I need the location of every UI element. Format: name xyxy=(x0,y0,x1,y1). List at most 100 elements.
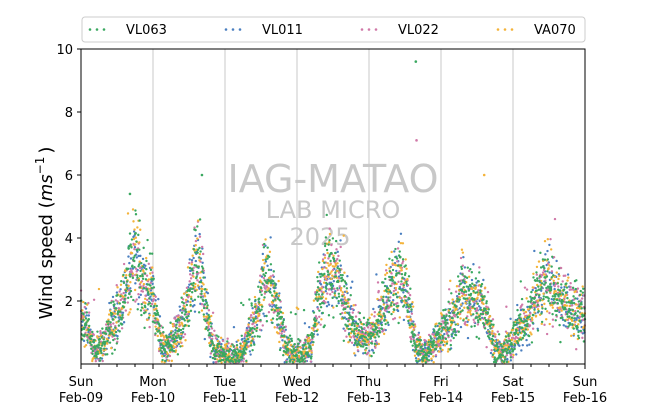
data-point xyxy=(129,281,132,284)
data-point xyxy=(117,307,121,310)
data-point xyxy=(463,294,467,297)
data-point xyxy=(185,315,188,319)
data-point xyxy=(548,264,551,267)
data-point xyxy=(370,342,374,345)
data-point xyxy=(241,337,244,341)
data-point xyxy=(289,358,292,361)
data-point xyxy=(257,285,260,288)
data-point xyxy=(111,352,114,355)
data-point xyxy=(133,228,136,231)
data-point xyxy=(332,257,336,261)
data-point xyxy=(209,334,212,337)
data-point xyxy=(415,139,418,142)
data-point xyxy=(136,276,139,279)
data-point xyxy=(150,276,153,279)
data-point xyxy=(378,311,381,314)
data-point xyxy=(482,173,486,177)
data-point xyxy=(382,295,385,299)
data-point xyxy=(200,285,203,288)
data-point xyxy=(540,320,544,324)
data-point xyxy=(565,304,569,307)
data-point xyxy=(581,336,584,340)
data-point xyxy=(538,275,541,278)
data-point xyxy=(85,323,88,327)
data-point xyxy=(350,323,354,327)
data-point xyxy=(206,291,210,295)
data-point xyxy=(557,285,560,288)
data-point xyxy=(154,295,157,298)
data-point xyxy=(475,291,479,294)
data-point xyxy=(330,286,334,289)
data-point xyxy=(531,296,534,300)
data-point xyxy=(363,326,366,330)
data-point xyxy=(96,352,100,355)
data-point xyxy=(532,272,535,275)
data-point xyxy=(241,357,244,360)
data-point xyxy=(478,271,481,274)
data-point xyxy=(251,311,255,314)
data-point xyxy=(311,343,314,347)
data-point xyxy=(410,308,413,311)
data-point xyxy=(432,355,435,358)
data-point xyxy=(118,330,121,333)
data-point xyxy=(136,274,139,277)
data-point xyxy=(562,288,566,291)
data-point xyxy=(438,339,441,342)
data-point xyxy=(261,258,265,262)
data-point xyxy=(115,321,118,324)
data-point xyxy=(170,345,173,349)
data-point xyxy=(218,354,222,357)
data-point xyxy=(339,239,342,242)
data-point xyxy=(138,283,142,286)
data-point xyxy=(363,340,367,343)
data-point xyxy=(375,273,378,276)
data-point xyxy=(275,318,279,321)
data-point xyxy=(284,328,287,332)
data-point xyxy=(530,299,533,302)
data-point xyxy=(543,323,546,327)
data-point xyxy=(261,269,265,272)
data-point xyxy=(291,345,294,348)
data-point xyxy=(400,299,404,302)
data-point xyxy=(224,352,228,356)
data-point xyxy=(169,331,173,334)
data-point xyxy=(529,331,532,334)
data-point xyxy=(424,348,427,352)
data-point xyxy=(384,322,387,326)
data-point xyxy=(351,311,354,314)
data-point xyxy=(409,337,413,341)
data-point xyxy=(155,309,159,313)
data-point xyxy=(461,294,464,298)
data-point xyxy=(270,318,273,322)
data-point xyxy=(441,334,444,338)
data-point xyxy=(314,297,317,300)
data-point xyxy=(309,357,313,360)
data-point xyxy=(157,329,161,332)
data-point xyxy=(576,314,579,318)
data-point xyxy=(334,264,338,267)
data-point xyxy=(504,344,507,347)
data-point xyxy=(320,318,323,321)
data-point xyxy=(510,343,514,346)
data-point xyxy=(203,292,206,295)
data-point xyxy=(244,351,247,355)
data-point xyxy=(348,338,352,342)
data-point xyxy=(183,319,186,322)
data-point xyxy=(427,340,430,344)
data-point xyxy=(117,316,120,319)
data-point xyxy=(412,339,416,343)
data-point xyxy=(372,351,375,354)
data-point xyxy=(402,288,406,292)
data-point xyxy=(249,319,253,322)
data-point xyxy=(447,334,450,337)
data-point xyxy=(362,345,365,348)
data-point xyxy=(250,339,254,342)
data-point xyxy=(471,282,474,285)
data-point xyxy=(243,346,247,349)
data-point xyxy=(557,295,560,298)
data-point xyxy=(323,244,327,248)
data-point xyxy=(221,339,225,343)
data-point xyxy=(370,354,373,358)
data-point xyxy=(532,313,535,317)
data-point xyxy=(201,270,204,273)
